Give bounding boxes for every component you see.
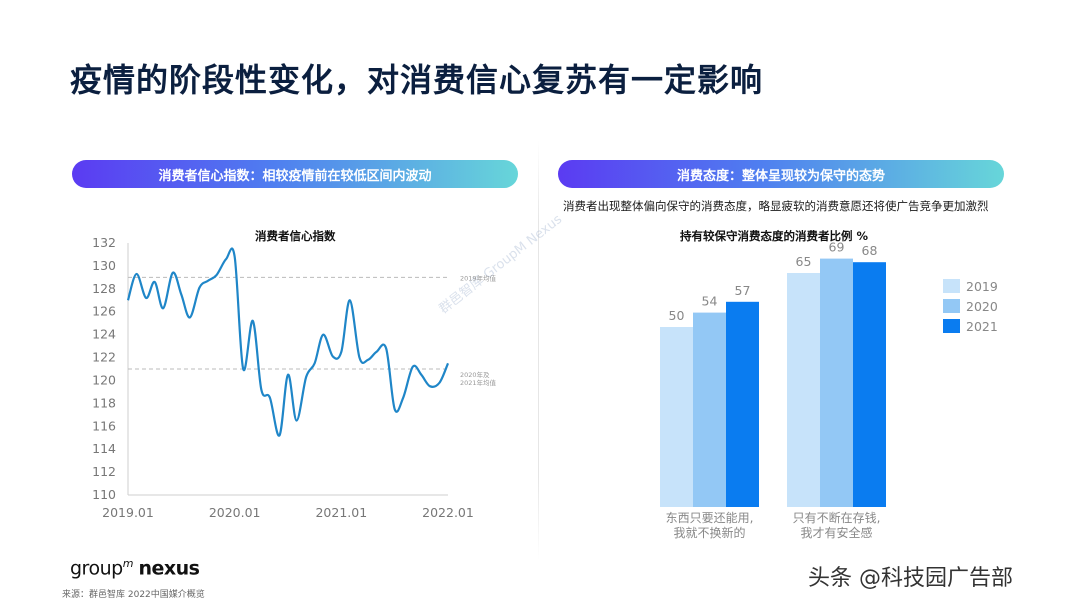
- line-chart-title: 消费者信心指数: [255, 229, 336, 243]
- x-tick-label: 2019.01: [102, 505, 154, 520]
- legend-swatch-2019: [943, 279, 960, 293]
- bar-value-label: 54: [702, 294, 718, 309]
- category-label: 只有不断在存钱,: [793, 510, 881, 525]
- logo-word: group: [70, 557, 123, 580]
- legend-label: 2020: [966, 299, 998, 314]
- y-tick-label: 110: [92, 487, 116, 502]
- y-tick-label: 116: [92, 418, 116, 433]
- bar-value-label: 65: [796, 254, 812, 269]
- bar-value-label: 50: [669, 308, 685, 323]
- y-tick-label: 124: [92, 327, 116, 342]
- x-tick-label: 2022.01: [422, 505, 474, 520]
- category-label: 东西只要还能用,: [666, 511, 754, 525]
- bar-chart-title: 持有较保守消费态度的消费者比例 %: [680, 229, 869, 243]
- bar-2021: [726, 301, 759, 507]
- reference-label: 2020年及: [460, 370, 490, 379]
- y-tick-label: 130: [92, 258, 116, 273]
- bar-value-label: 69: [829, 240, 845, 255]
- right-subtitle: 消费者出现整体偏向保守的消费态度，略显疲软的消费意愿还将使广告竞争更加激烈: [563, 199, 989, 213]
- left-section-header: 消费者信心指数：相较疫情前在较低区间内波动: [72, 160, 518, 188]
- toutiao-watermark: 头条 @科技园广告部: [808, 566, 1013, 591]
- y-tick-label: 114: [92, 441, 116, 456]
- legend-label: 2019: [966, 279, 998, 294]
- y-tick-label: 112: [92, 464, 116, 479]
- bar-2020: [820, 258, 853, 507]
- y-tick-label: 128: [92, 281, 116, 296]
- reference-label: 2019年均值: [460, 273, 497, 282]
- bar-2019: [787, 273, 820, 507]
- bar-value-label: 68: [862, 243, 878, 258]
- bar-2021: [853, 262, 886, 507]
- y-tick-label: 126: [92, 304, 116, 319]
- category-label: 我才有安全感: [800, 525, 872, 540]
- x-tick-label: 2021.01: [315, 505, 367, 520]
- y-tick-label: 122: [92, 350, 116, 365]
- section-divider: [538, 140, 539, 560]
- legend-swatch-2020: [943, 299, 960, 313]
- bar-value-label: 57: [735, 283, 751, 298]
- x-tick-label: 2020.01: [209, 505, 261, 520]
- y-tick-label: 132: [92, 235, 116, 250]
- groupm-nexus-logo: groupm nexus: [70, 557, 200, 580]
- y-tick-label: 118: [92, 395, 116, 410]
- confidence-index-line: [126, 247, 450, 437]
- bar-2020: [693, 312, 726, 507]
- legend-swatch-2021: [943, 319, 960, 333]
- source-note: 来源：群邑智库 2022中国媒介概览: [62, 590, 205, 600]
- category-label: 我就不换新的: [673, 525, 745, 540]
- y-tick-label: 120: [92, 372, 116, 387]
- right-section-header: 消费态度：整体呈现较为保守的态势: [558, 160, 1004, 188]
- page-title: 疫情的阶段性变化，对消费信心复苏有一定影响: [70, 61, 764, 99]
- logo-nexus: nexus: [138, 557, 200, 580]
- bar-2019: [660, 327, 693, 507]
- legend-label: 2021: [966, 319, 998, 334]
- reference-label: 2021年均值: [460, 378, 497, 387]
- logo-super: m: [122, 557, 134, 570]
